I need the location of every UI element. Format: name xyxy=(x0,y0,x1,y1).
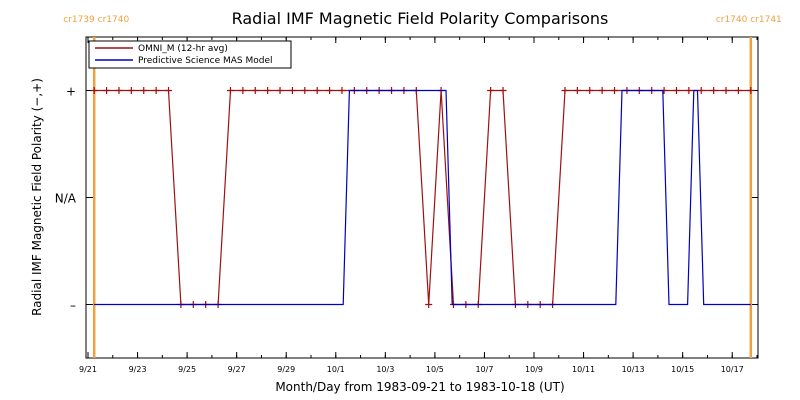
data-point xyxy=(672,87,680,94)
y-tick-label: + xyxy=(66,85,76,99)
data-point xyxy=(152,87,160,94)
data-point xyxy=(338,87,346,94)
x-tick-label: 10/1 xyxy=(327,365,345,374)
x-tick-label: 10/11 xyxy=(572,365,595,374)
data-point xyxy=(103,87,111,94)
x-tick-label: 9/25 xyxy=(178,365,196,374)
data-point xyxy=(697,87,705,94)
data-point xyxy=(573,87,581,94)
rotation-label: cr1740 cr1741 xyxy=(716,15,782,25)
x-tick-label: 10/3 xyxy=(376,365,394,374)
data-series xyxy=(90,87,755,308)
data-point xyxy=(127,87,135,94)
data-point xyxy=(611,87,619,94)
x-axis-label: Month/Day from 1983-09-21 to 1983-10-18 … xyxy=(275,380,564,394)
x-tick-label: 9/29 xyxy=(277,365,295,374)
y-axis-label: Radial IMF Magnetic Field Polarity (−,+) xyxy=(30,78,44,316)
data-point xyxy=(239,87,247,94)
data-point xyxy=(226,87,234,94)
data-point xyxy=(313,87,321,94)
legend-label-omni: OMNI_M (12-hr avg) xyxy=(138,44,228,54)
x-tick-label: 10/13 xyxy=(622,365,645,374)
x-tick-label: 10/17 xyxy=(721,365,744,374)
series-line-1 xyxy=(94,89,751,306)
data-point xyxy=(722,87,730,94)
data-point xyxy=(598,87,606,94)
data-point xyxy=(499,87,507,94)
x-tick-label: 10/5 xyxy=(426,365,444,374)
x-tick-label: 9/27 xyxy=(228,365,246,374)
data-point xyxy=(561,87,569,94)
rotation-label: cr1739 cr1740 xyxy=(63,15,129,25)
data-point xyxy=(90,87,98,94)
x-tick-label: 9/23 xyxy=(129,365,147,374)
data-point xyxy=(747,87,755,94)
data-point xyxy=(115,87,123,94)
y-tick-label: N/A xyxy=(55,192,77,206)
data-point xyxy=(734,87,742,94)
data-point xyxy=(276,87,284,94)
y-tick-label: – xyxy=(70,299,76,313)
data-point xyxy=(487,87,495,94)
legend: OMNI_M (12-hr avg) Predictive Science MA… xyxy=(88,40,292,69)
chart-title: Radial IMF Magnetic Field Polarity Compa… xyxy=(232,9,609,28)
data-point xyxy=(251,87,259,94)
x-tick-label: 10/9 xyxy=(525,365,543,374)
x-tick-label: 10/7 xyxy=(475,365,493,374)
data-point xyxy=(685,87,693,94)
data-point xyxy=(264,87,272,94)
data-point xyxy=(326,87,334,94)
data-point xyxy=(710,87,718,94)
data-point xyxy=(301,87,309,94)
data-point xyxy=(288,87,296,94)
data-point xyxy=(165,87,173,94)
data-point xyxy=(140,87,148,94)
data-point xyxy=(586,87,594,94)
data-point xyxy=(425,301,433,308)
legend-box xyxy=(88,40,292,69)
x-tick-label: 9/21 xyxy=(79,365,97,374)
legend-label-mas: Predictive Science MAS Model xyxy=(138,56,273,66)
x-tick-label: 10/15 xyxy=(671,365,694,374)
axis-ticks: 9/21 9/23 9/25 9/27 9/29 10/1 10/3 10/5 10/7 10/9… xyxy=(55,37,758,374)
